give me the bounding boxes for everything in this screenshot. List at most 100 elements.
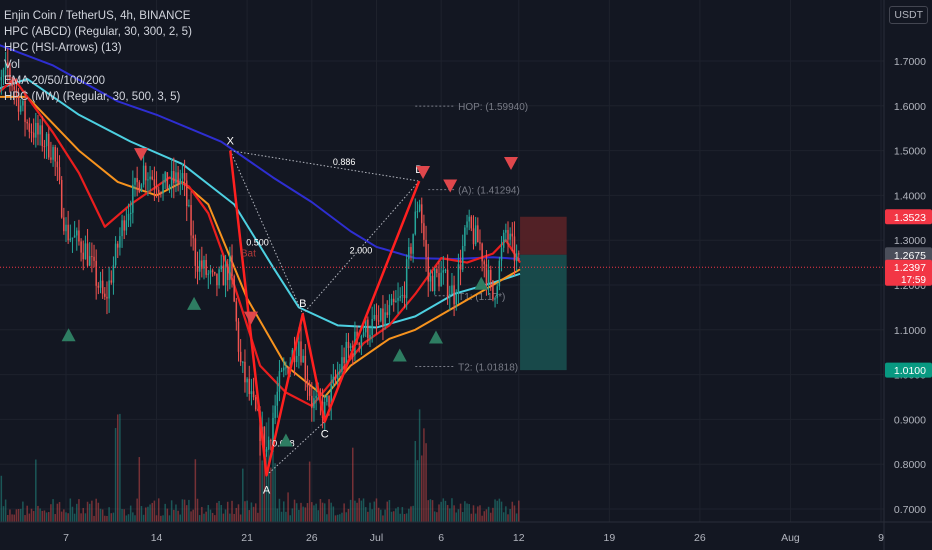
up-arrow-icon — [392, 348, 407, 362]
volume-bar — [127, 514, 130, 522]
candle-body — [11, 79, 13, 87]
volume-bar — [50, 504, 52, 522]
candle-body — [2, 69, 5, 77]
candle-body — [388, 304, 391, 315]
currency-button[interactable]: USDT — [889, 6, 928, 24]
candle-body — [477, 225, 479, 243]
candle-body — [358, 342, 360, 346]
candle-body — [164, 172, 166, 183]
volume-bar — [418, 409, 421, 522]
candle-body — [436, 269, 438, 274]
candle-body — [95, 260, 97, 286]
volume-bar — [147, 506, 149, 522]
volume-bar — [384, 509, 386, 522]
volume-bar — [140, 506, 143, 522]
candle-body — [509, 233, 511, 240]
volume-bar — [119, 413, 121, 522]
candle-body — [231, 255, 233, 277]
volume-bar — [30, 508, 33, 522]
volume-bar — [43, 510, 46, 522]
candle-body — [203, 260, 205, 269]
price-axis[interactable]: 1.70001.60001.50001.40001.30001.20001.10… — [883, 0, 932, 550]
volume-bar — [17, 508, 20, 522]
volume-bar — [375, 498, 378, 522]
volume-bar — [211, 512, 214, 522]
volume-bar — [110, 513, 113, 522]
volume-bar — [345, 512, 348, 522]
volume-bar — [438, 504, 440, 522]
candle-body — [84, 243, 87, 260]
candle-body — [37, 122, 39, 135]
volume-bar — [116, 414, 119, 522]
candle-body — [155, 185, 158, 190]
candle-body — [492, 280, 494, 300]
level-label: T1: (1.17*) — [458, 292, 505, 303]
candle-body — [35, 122, 37, 138]
volume-bar — [185, 505, 188, 522]
symbol-title[interactable]: Enjin Coin / TetherUS, 4h, BINANCE — [4, 10, 191, 22]
candle-body — [162, 182, 164, 194]
candle-body — [28, 123, 31, 132]
candle-body — [60, 179, 63, 218]
time-axis[interactable]: 7 14 21 26 Jul 6 12 19 26 Aug 9 — [0, 521, 932, 544]
volume-bar — [446, 505, 449, 522]
indicator-hsi-arrows[interactable]: HPC (HSI-Arrows) (13) — [4, 42, 122, 55]
volume-bar — [261, 460, 263, 522]
volume-bar — [461, 511, 464, 522]
volume-bar — [291, 508, 294, 522]
candle-body — [446, 269, 449, 298]
ratio-label: 0.886 — [333, 157, 356, 167]
volume-bar — [477, 506, 479, 522]
candle-body — [453, 285, 455, 305]
candle-body — [345, 341, 348, 364]
price-tick-label: 1.6000 — [894, 101, 926, 113]
indicator-abcd[interactable]: HPC (ABCD) (Regular, 30, 300, 2, 5) — [4, 26, 192, 39]
volume-bar — [386, 501, 389, 522]
price-label-text: 1.2397 — [894, 262, 926, 274]
candle-body — [474, 225, 477, 245]
volume-bar — [509, 508, 511, 522]
volume-bar — [7, 515, 9, 522]
candle-body — [69, 238, 72, 241]
candle-body — [201, 260, 203, 269]
candle-body — [229, 255, 231, 281]
candle-body — [63, 217, 65, 232]
volume-bar — [123, 509, 125, 522]
volume-bar — [472, 505, 475, 522]
volume-bar — [485, 509, 488, 522]
candle-body — [334, 376, 337, 379]
candle-body — [73, 235, 76, 238]
volume-bar — [457, 509, 460, 522]
candle-body — [252, 391, 255, 398]
volume-bar — [263, 427, 266, 522]
candle-body — [47, 133, 50, 158]
position-box[interactable] — [520, 216, 567, 371]
candle-body — [518, 253, 520, 255]
volume-bar — [330, 502, 332, 522]
pattern-point-a: A — [263, 484, 271, 496]
time-tick-label: 26 — [306, 532, 318, 544]
volume-bar — [78, 499, 80, 522]
volume-bar — [248, 510, 251, 522]
volume-bar — [138, 457, 141, 522]
ema20-line — [0, 77, 521, 408]
indicator-ema[interactable]: EMA 20/50/100/200 — [4, 74, 106, 87]
candle-body — [196, 265, 199, 272]
candle-body — [45, 133, 48, 147]
indicator-volume[interactable]: Vol — [4, 58, 20, 71]
candle-body — [101, 280, 104, 294]
volume-bar — [26, 505, 28, 522]
time-tick-label: 12 — [513, 532, 525, 544]
volume-bar — [71, 506, 74, 522]
indicator-mw[interactable]: HPC (MW) (Regular, 30, 500, 3, 5) — [4, 91, 181, 104]
volume-bar — [80, 513, 82, 522]
volume-bar — [13, 514, 16, 522]
candle-body — [449, 293, 451, 298]
volume-bar — [401, 507, 404, 522]
volume-bar — [39, 508, 41, 522]
volume-bar — [403, 514, 406, 522]
volume-bar — [354, 500, 356, 522]
candle-body — [375, 314, 378, 321]
